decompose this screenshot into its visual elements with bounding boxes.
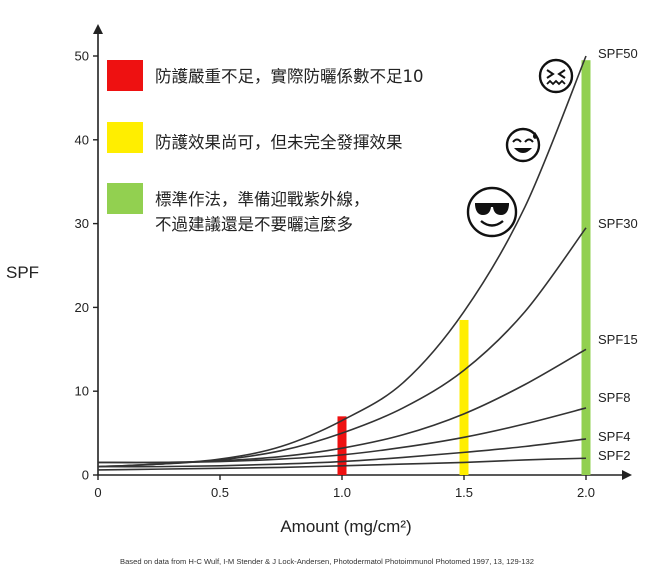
- series-label-spf30: SPF30: [598, 216, 638, 231]
- legend-swatch: [107, 183, 143, 214]
- y-tick-label: 0: [82, 468, 89, 483]
- highlight-bar: [337, 416, 347, 475]
- y-tick-label: 30: [75, 216, 89, 231]
- eyes: [546, 69, 566, 79]
- sweat-smile-icon: [505, 127, 541, 163]
- x-ticks: 0 0.5 1.0 1.5 2.0: [94, 475, 595, 500]
- series-labels: SPF50 SPF30 SPF15 SPF8 SPF4 SPF2: [598, 46, 638, 463]
- dizzy-face-icon: [538, 58, 574, 94]
- face-outline: [466, 186, 518, 238]
- face-outline: [538, 58, 574, 94]
- mouth: [546, 79, 566, 86]
- legend-text: 防護效果尚可，但未完全發揮效果: [155, 133, 403, 152]
- series-label-spf4: SPF4: [598, 429, 631, 444]
- eyes: [512, 138, 534, 143]
- series-label-spf8: SPF8: [598, 390, 631, 405]
- series-lines: [97, 55, 587, 471]
- highlight-bar: [459, 319, 469, 475]
- face-outline: [505, 127, 541, 163]
- highlight-bars: [337, 60, 591, 475]
- legend-text: 防護嚴重不足，實際防曬係數不足10: [155, 67, 424, 86]
- legend-text: 不過建議還是不要曬這麼多: [155, 215, 353, 234]
- series-line-spf50: [97, 55, 587, 468]
- legend-text: 標準作法，準備迎戰紫外線，: [155, 190, 370, 209]
- series-label-spf2: SPF2: [598, 448, 631, 463]
- y-tick-label: 50: [75, 49, 89, 64]
- legend-item: 標準作法，準備迎戰紫外線， 不過建議還是不要曬這麼多: [107, 183, 518, 238]
- legend-item: 防護嚴重不足，實際防曬係數不足10: [107, 58, 574, 94]
- series-line-spf4: [97, 438, 587, 468]
- x-tick-label: 2.0: [577, 485, 595, 500]
- y-axis-label: SPF: [6, 263, 39, 282]
- y-tick-label: 40: [75, 132, 89, 147]
- legend-item: 防護效果尚可，但未完全發揮效果: [107, 122, 541, 163]
- sunglasses-face-icon: [466, 186, 518, 238]
- x-tick-label: 0.5: [211, 485, 229, 500]
- x-tick-label: 0: [94, 485, 101, 500]
- legend-swatch: [107, 122, 143, 153]
- source-note: Based on data from H-C Wulf, I-M Stender…: [120, 557, 534, 566]
- legend-swatch: [107, 60, 143, 91]
- series-line-spf2: [97, 457, 587, 471]
- x-tick-label: 1.5: [455, 485, 473, 500]
- highlight-bar: [581, 60, 591, 475]
- sunglasses: [475, 203, 509, 215]
- x-tick-label: 1.0: [333, 485, 351, 500]
- y-tick-label: 20: [75, 300, 89, 315]
- series-label-spf50: SPF50: [598, 46, 638, 61]
- y-tick-label: 10: [75, 384, 89, 399]
- series-line-spf8: [97, 407, 587, 464]
- mouth: [514, 148, 532, 153]
- mouth: [480, 220, 504, 227]
- legend: 防護嚴重不足，實際防曬係數不足10防護效果尚可，但未完全發揮效果標準作法，準備迎…: [107, 58, 574, 238]
- sweat-drop: [533, 132, 537, 139]
- series-label-spf15: SPF15: [598, 332, 638, 347]
- y-ticks: 0 10 20 30 40 50: [75, 49, 98, 483]
- x-axis-label: Amount (mg/cm²): [280, 517, 411, 536]
